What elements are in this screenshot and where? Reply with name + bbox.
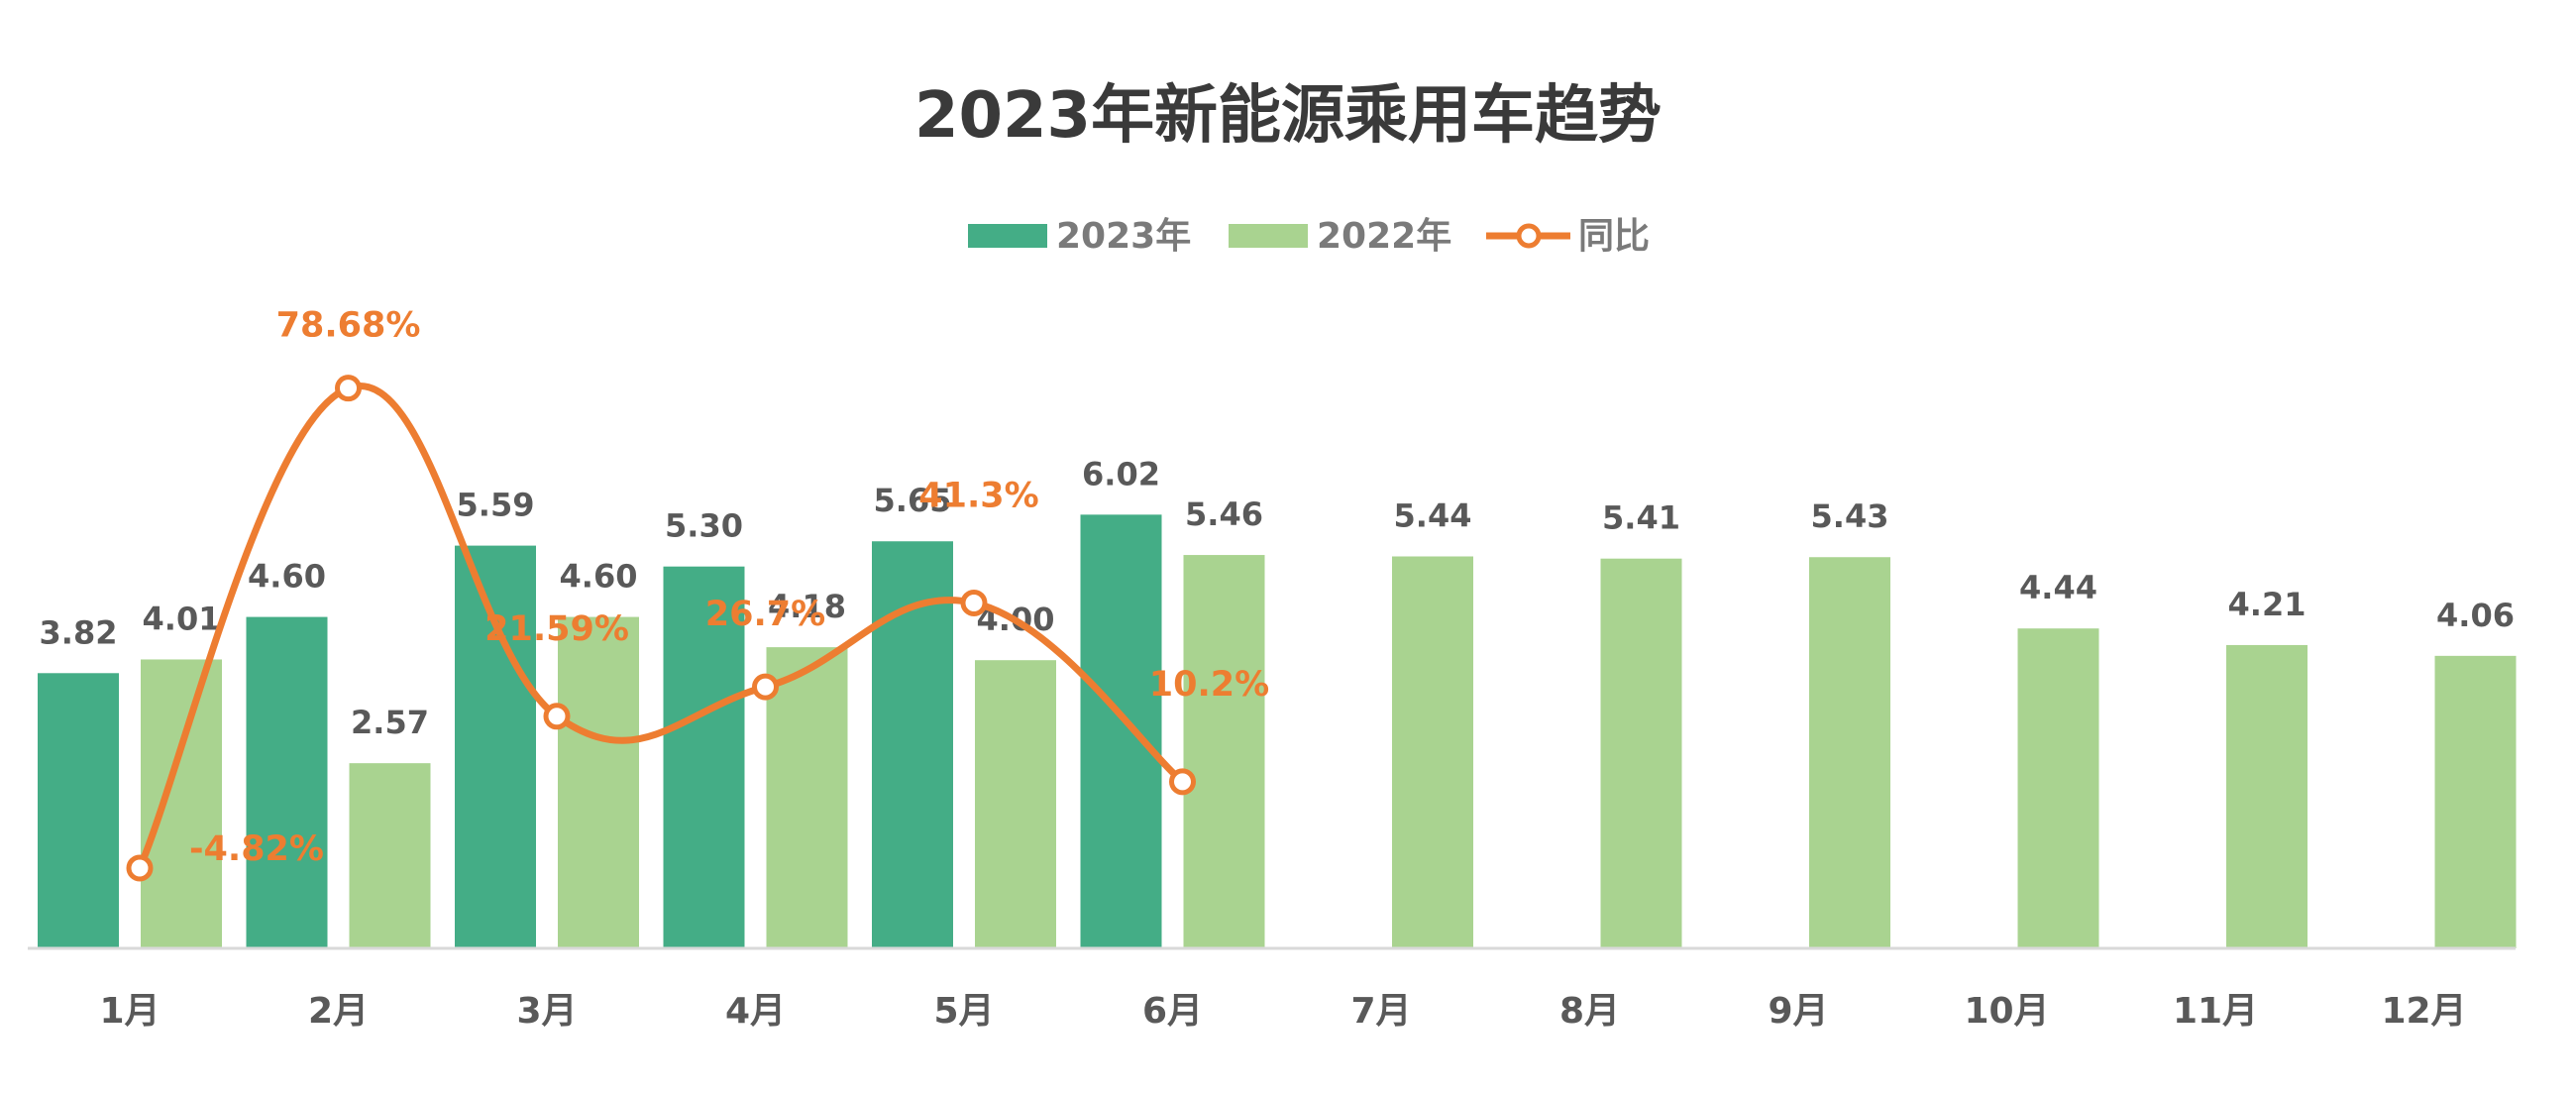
- bar-label-2022: 5.43: [1811, 497, 1889, 535]
- legend-swatch-2022: [1229, 224, 1308, 248]
- bar-label-2022: 5.44: [1394, 497, 1472, 535]
- bar-2023: [663, 566, 745, 948]
- yoy-marker: [1169, 768, 1196, 796]
- legend-marker-yoy: [1516, 223, 1542, 249]
- legend-swatch-2023: [968, 224, 1047, 248]
- yoy-marker: [960, 589, 988, 616]
- x-tick-label: 12月: [2381, 991, 2466, 1032]
- bar-label-2023: 6.02: [1082, 455, 1160, 493]
- chart-title: 2023年新能源乘用车趋势: [914, 79, 1662, 153]
- legend: 2023年 2022年 同比: [968, 216, 1650, 257]
- bar-label-2022: 4.21: [2228, 586, 2307, 623]
- bar-2022: [2226, 644, 2308, 948]
- yoy-label: 26.7%: [705, 595, 825, 634]
- bar-2023: [455, 545, 536, 948]
- yoy-label: -4.82%: [189, 829, 324, 869]
- x-tick-label: 8月: [1559, 991, 1620, 1032]
- bar-label-2023: 5.65: [874, 482, 952, 519]
- bar-2022: [558, 616, 639, 948]
- bar-label-2022: 4.44: [2019, 569, 2097, 606]
- yoy-marker: [752, 673, 779, 701]
- legend-label-2022: 2022年: [1317, 216, 1451, 257]
- bar-label-2022: 2.57: [351, 704, 429, 741]
- bar-2022: [2017, 628, 2099, 948]
- bar-label-2022: 4.01: [143, 600, 221, 637]
- yoy-label: 10.2%: [1149, 665, 1269, 705]
- bar-2022: [1183, 555, 1265, 948]
- bar-2022: [1392, 556, 1473, 948]
- x-tick-label: 9月: [1768, 991, 1828, 1032]
- bar-2022: [975, 660, 1056, 948]
- bar-label-2022: 4.18: [768, 588, 846, 625]
- yoy-label: 21.59%: [484, 609, 629, 649]
- x-tick-label: 5月: [933, 991, 994, 1032]
- bar-label-2023: 5.59: [457, 487, 535, 524]
- x-tick-label: 6月: [1142, 991, 1203, 1032]
- bar-2023: [38, 673, 119, 948]
- yoy-label: 41.3%: [918, 476, 1038, 515]
- bar-label-2022: 5.46: [1185, 495, 1263, 533]
- x-tick-label: 1月: [99, 991, 160, 1032]
- bar-label-2023: 5.30: [665, 507, 743, 545]
- yoy-marker: [335, 375, 362, 402]
- bar-label-2022: 4.06: [2436, 597, 2515, 634]
- x-tick-label: 2月: [308, 991, 369, 1032]
- legend-label-2023: 2023年: [1056, 216, 1191, 257]
- bar-2022: [141, 659, 222, 948]
- plot-area: 3.82 4.01 1月 4.60 2.57 2月 5.59 4.60 3月 5.30 4.18 4月…: [28, 306, 2517, 1032]
- yoy-label: 78.68%: [276, 306, 421, 346]
- x-tick-label: 3月: [516, 991, 577, 1032]
- bar-2023: [246, 616, 328, 948]
- legend-label-yoy: 同比: [1578, 216, 1650, 257]
- x-tick-label: 11月: [2173, 991, 2258, 1032]
- yoy-marker: [126, 854, 154, 882]
- x-tick-label: 10月: [1964, 991, 2049, 1032]
- bar-2022: [1809, 557, 1890, 948]
- bar-2023: [1080, 514, 1162, 948]
- bar-label-2022: 4.60: [560, 558, 638, 596]
- bar-label-2023: 4.60: [248, 558, 326, 596]
- bar-2022: [349, 763, 431, 948]
- bar-2022: [2434, 655, 2517, 948]
- bar-label-2023: 3.82: [40, 613, 118, 651]
- yoy-marker: [543, 703, 571, 730]
- x-tick-label: 4月: [725, 991, 786, 1032]
- bar-2022: [766, 647, 848, 948]
- bar-label-2022: 5.41: [1602, 499, 1680, 537]
- x-tick-label: 7月: [1350, 991, 1411, 1032]
- bar-2022: [1600, 558, 1682, 948]
